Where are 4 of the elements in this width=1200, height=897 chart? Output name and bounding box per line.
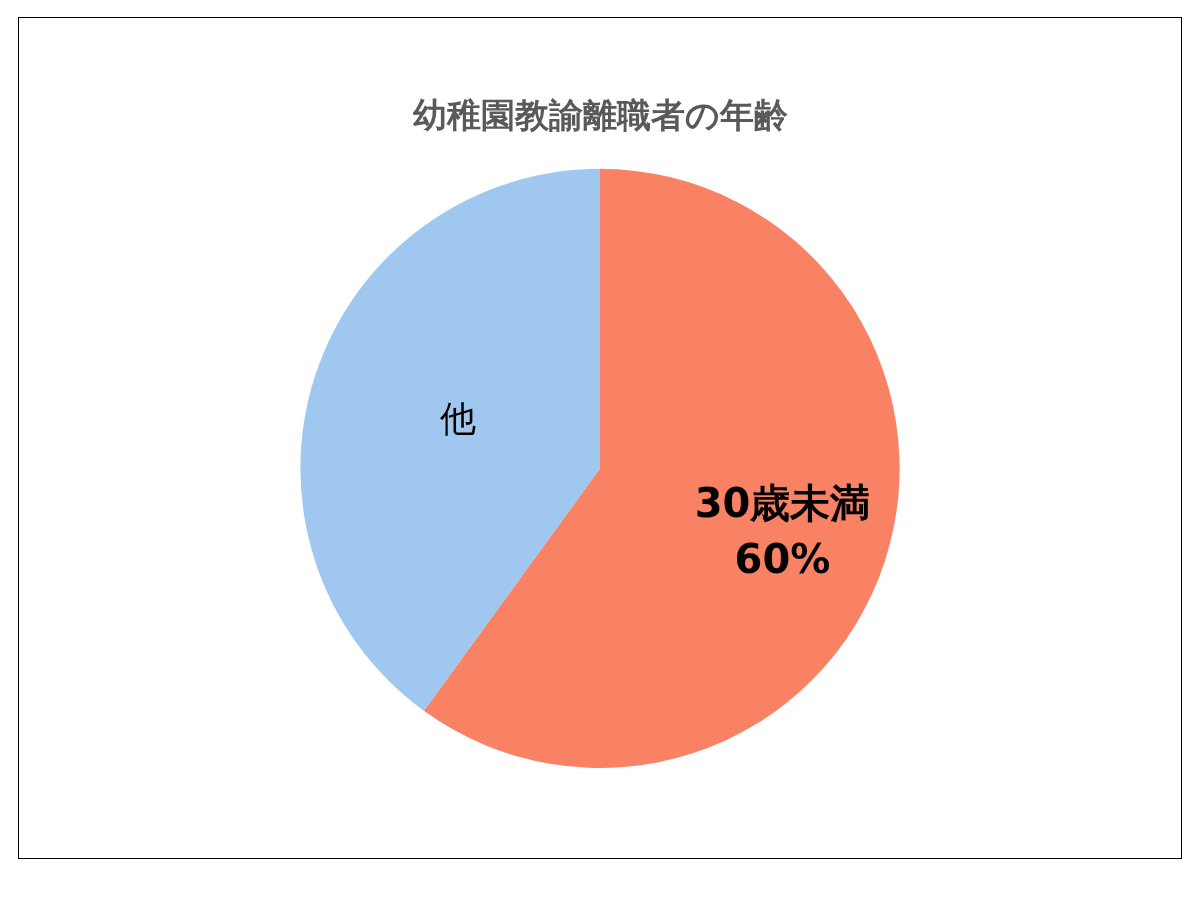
- chart-title: 幼稚園教諭離職者の年齢: [412, 95, 788, 136]
- slice-label: 30歳未満: [694, 480, 871, 527]
- slice-label: 他: [439, 398, 476, 440]
- data-label: 60%: [734, 536, 831, 583]
